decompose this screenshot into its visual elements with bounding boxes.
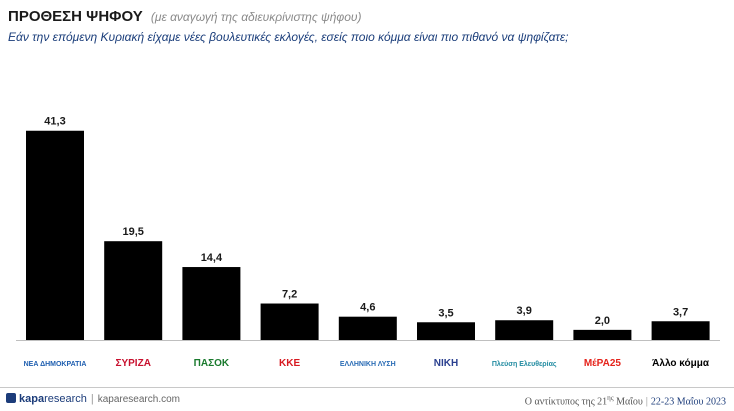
party-logo-label-6: ΝΙΚΗ: [434, 358, 458, 369]
kapa-logo-icon: [6, 393, 16, 403]
chart-title: ΠΡΟΘΕΣΗ ΨΗΦΟΥ (με αναγωγή της αδιευκρίνι…: [8, 8, 362, 25]
chart-title-note: (με αναγωγή της αδιευκρίνιστης ψήφου): [150, 10, 362, 24]
bar-value-label-4: 7,2: [282, 289, 297, 301]
party-logo-label-2: ΣΥΡΙΖΑ: [115, 358, 150, 369]
chart-question: Εάν την επόμενη Κυριακή είχαμε νέες βουλ…: [8, 30, 569, 44]
party-logo-label-3: ΠΑΣΟΚ: [194, 358, 230, 369]
bar-1: [26, 130, 84, 340]
bar-value-label-3: 14,4: [201, 252, 223, 264]
caption-text: Ο αντίκτυπος της 21: [524, 396, 608, 408]
bar-8: [573, 329, 632, 340]
brand-name-rest: research: [44, 393, 87, 405]
bar-value-label-8: 2,0: [595, 315, 610, 327]
party-logo-label-1: ΝΕΑ ΔΗΜΟΚΡΑΤΙΑ: [24, 361, 87, 368]
brand-name-bold: kapa: [19, 393, 45, 405]
caption-sup: ης: [607, 394, 614, 402]
caption-end: Μαΐου: [613, 396, 643, 408]
bar-6: [417, 322, 475, 340]
bar-value-label-6: 3,5: [438, 307, 453, 319]
chart-title-text: ΠΡΟΘΕΣΗ ΨΗΦΟΥ: [8, 8, 143, 25]
bar-value-label-7: 3,9: [517, 305, 532, 317]
bar-value-label-2: 19,5: [122, 226, 143, 238]
footer-divider: [0, 387, 734, 388]
party-logo-label-7: Πλεύση Ελευθερίας: [492, 360, 557, 368]
bar-3: [182, 267, 241, 340]
party-logo-label-9: Άλλο κόμμα: [652, 358, 710, 369]
bar-value-label-1: 41,3: [44, 116, 65, 128]
footer-caption: Ο αντίκτυπος της 21ης Μαΐου | 22-23 Μαΐου …: [524, 394, 726, 408]
bar-9: [651, 321, 710, 340]
bar-7: [495, 320, 554, 340]
party-logo-label-8: ΜέΡΑ25: [584, 358, 622, 369]
party-logo-label-5: ΕΛΛΗΝΙΚΗ ΛΥΣΗ: [340, 361, 396, 368]
bar-2: [104, 241, 163, 340]
bar-value-label-9: 3,7: [673, 306, 688, 318]
survey-dates: 22-23 Μαΐου 2023: [650, 396, 726, 408]
bar-4: [260, 303, 319, 340]
party-logo-label-4: ΚΚΕ: [279, 358, 300, 369]
bar-value-label-5: 4,6: [360, 302, 375, 314]
bar-chart: 41,3 ΝΕΑ ΔΗΜΟΚΡΑΤΙΑ 19,5 ΣΥΡΙΖΑ 14,4 ΠΑΣΟΚ 7,2…: [16, 116, 720, 369]
brand-url[interactable]: kaparesearch.com: [97, 394, 180, 405]
bar-5: [338, 316, 397, 340]
brand-logo: kaparesearch | kaparesearch.com: [6, 393, 180, 405]
